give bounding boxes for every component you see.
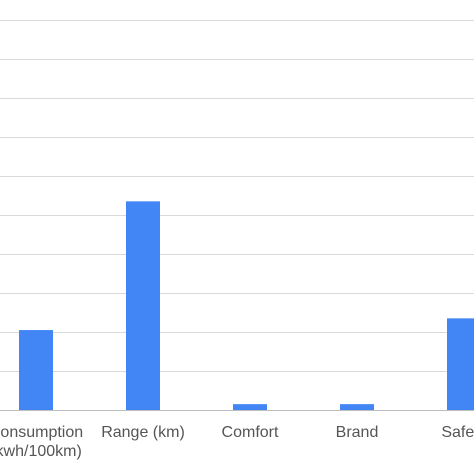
bars [19, 201, 474, 410]
bar-3 [233, 404, 267, 410]
x-tick-label: Range (km) [101, 424, 185, 441]
bar-5 [447, 318, 474, 410]
bar-2 [126, 201, 160, 410]
x-tick-label: Consumption(kwh/100km) [0, 424, 83, 460]
bar-4 [340, 404, 374, 410]
x-tick-label: Brand [336, 424, 379, 441]
bar-1 [19, 330, 53, 410]
x-tick-label: Safety [441, 424, 474, 441]
x-tick-label: Comfort [222, 424, 279, 441]
x-axis-tick-labels: Consumption(kwh/100km) Range (km) Comfort B… [0, 424, 474, 460]
gridlines [0, 20, 474, 372]
